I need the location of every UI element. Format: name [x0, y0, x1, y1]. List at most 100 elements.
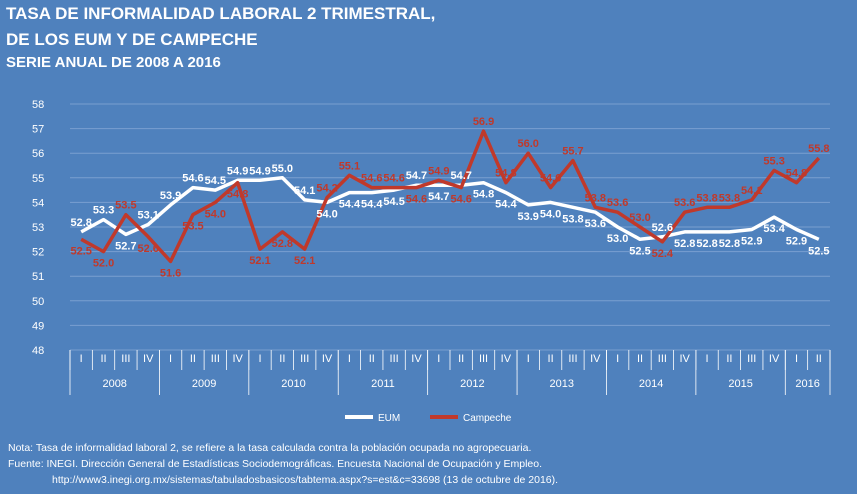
year-label: 2012 — [460, 378, 484, 390]
x-tick-label: II — [190, 353, 196, 365]
x-tick-label: III — [658, 353, 667, 365]
source-text: Fuente: INEGI. Dirección General de Esta… — [8, 458, 543, 470]
data-label: 54.7 — [428, 191, 449, 203]
data-label: 53.6 — [674, 197, 695, 209]
x-tick-label: I — [169, 353, 172, 365]
data-label: 53.6 — [585, 218, 606, 230]
x-tick-label: II — [458, 353, 464, 365]
data-label: 52.1 — [294, 255, 315, 267]
y-tick-label: 54 — [32, 197, 44, 209]
y-tick-label: 56 — [32, 148, 44, 160]
data-label: 53.8 — [696, 192, 717, 204]
x-tick-label: III — [300, 353, 309, 365]
y-tick-label: 49 — [32, 320, 44, 332]
chart-title-line1: TASA DE INFORMALIDAD LABORAL 2 TRIMESTRA… — [6, 4, 436, 23]
year-label: 2016 — [795, 378, 819, 390]
x-tick-label: I — [348, 353, 351, 365]
source-url: http://www3.inegi.org.mx/sistemas/tabula… — [52, 474, 559, 486]
x-tick-label: III — [568, 353, 577, 365]
data-label: 55.3 — [763, 155, 784, 167]
x-tick-label: IV — [501, 353, 512, 365]
year-label: 2010 — [281, 378, 305, 390]
data-label: 54.6 — [540, 173, 561, 185]
data-label: 52.1 — [249, 255, 270, 267]
data-label: 54.9 — [227, 165, 248, 177]
data-label: 52.6 — [138, 243, 159, 255]
x-tick-label: II — [637, 353, 643, 365]
data-label: 54.7 — [406, 170, 427, 182]
year-label: 2014 — [639, 378, 663, 390]
data-label: 53.8 — [719, 192, 740, 204]
data-label: 54.6 — [406, 194, 427, 206]
legend-label-campeche: Campeche — [463, 413, 512, 424]
data-label: 54.0 — [316, 208, 337, 220]
data-label: 54.9 — [249, 165, 270, 177]
data-label: 52.9 — [786, 235, 807, 247]
y-tick-label: 52 — [32, 247, 44, 259]
x-tick-label: I — [80, 353, 83, 365]
x-tick-label: III — [390, 353, 399, 365]
data-label: 52.5 — [629, 245, 650, 257]
data-label: 56.0 — [518, 138, 539, 150]
chart-notes: Nota: Tasa de informalidad laboral 2, se… — [8, 440, 558, 488]
x-tick-label: III — [211, 353, 220, 365]
data-label: 54.7 — [450, 170, 471, 182]
data-label: 53.5 — [115, 200, 136, 212]
x-tick-label: I — [258, 353, 261, 365]
x-tick-label: III — [479, 353, 488, 365]
y-tick-label: 58 — [32, 99, 44, 111]
data-label: 53.5 — [182, 221, 203, 233]
data-label: 54.0 — [205, 208, 226, 220]
x-tick-label: IV — [680, 353, 691, 365]
x-tick-label: I — [706, 353, 709, 365]
data-label: 52.8 — [272, 238, 293, 250]
year-label: 2008 — [102, 378, 126, 390]
x-tick-label: II — [100, 353, 106, 365]
data-label: 51.6 — [160, 267, 181, 279]
x-tick-label: I — [795, 353, 798, 365]
x-tick-label: III — [121, 353, 130, 365]
series-line-campeche — [80, 129, 821, 264]
data-label: 53.8 — [585, 192, 606, 204]
data-label: 56.9 — [473, 116, 494, 128]
data-label: 52.0 — [93, 258, 114, 270]
x-tick-label: IV — [232, 353, 243, 365]
data-label: 54.1 — [294, 185, 315, 197]
data-label: 54.8 — [786, 168, 807, 180]
data-label: 52.7 — [115, 240, 136, 252]
y-tick-label: 55 — [32, 173, 44, 185]
data-label: 52.9 — [741, 235, 762, 247]
year-label: 2011 — [371, 378, 395, 390]
x-tick-label: IV — [143, 353, 154, 365]
x-tick-label: II — [548, 353, 554, 365]
x-tick-label: II — [279, 353, 285, 365]
data-label: 53.0 — [607, 233, 628, 245]
data-label: 54.6 — [361, 173, 382, 185]
x-tick-label: IV — [769, 353, 780, 365]
x-tick-label: III — [747, 353, 756, 365]
y-tick-label: 50 — [32, 296, 44, 308]
x-tick-label: II — [816, 353, 822, 365]
y-tick-label: 57 — [32, 124, 44, 136]
data-label: 54.8 — [227, 189, 248, 201]
x-tick-label: IV — [590, 353, 601, 365]
data-label: 52.5 — [808, 245, 829, 257]
data-label: 52.6 — [652, 222, 673, 234]
data-label: 52.8 — [674, 238, 695, 250]
data-label: 54.4 — [495, 199, 517, 211]
data-label: 53.3 — [93, 205, 114, 217]
x-tick-label: I — [437, 353, 440, 365]
y-tick-label: 51 — [32, 271, 44, 283]
data-label: 54.0 — [540, 208, 561, 220]
data-label: 55.1 — [339, 160, 360, 172]
data-label: 53.0 — [629, 212, 650, 224]
data-label: 53.9 — [518, 211, 539, 223]
data-label: 52.5 — [70, 245, 91, 257]
year-label: 2015 — [728, 378, 752, 390]
data-label: 54.9 — [428, 165, 449, 177]
note-text: Nota: Tasa de informalidad laboral 2, se… — [8, 442, 532, 454]
data-label: 54.5 — [383, 196, 404, 208]
y-tick-label: 48 — [32, 345, 44, 357]
x-tick-label: II — [726, 353, 732, 365]
